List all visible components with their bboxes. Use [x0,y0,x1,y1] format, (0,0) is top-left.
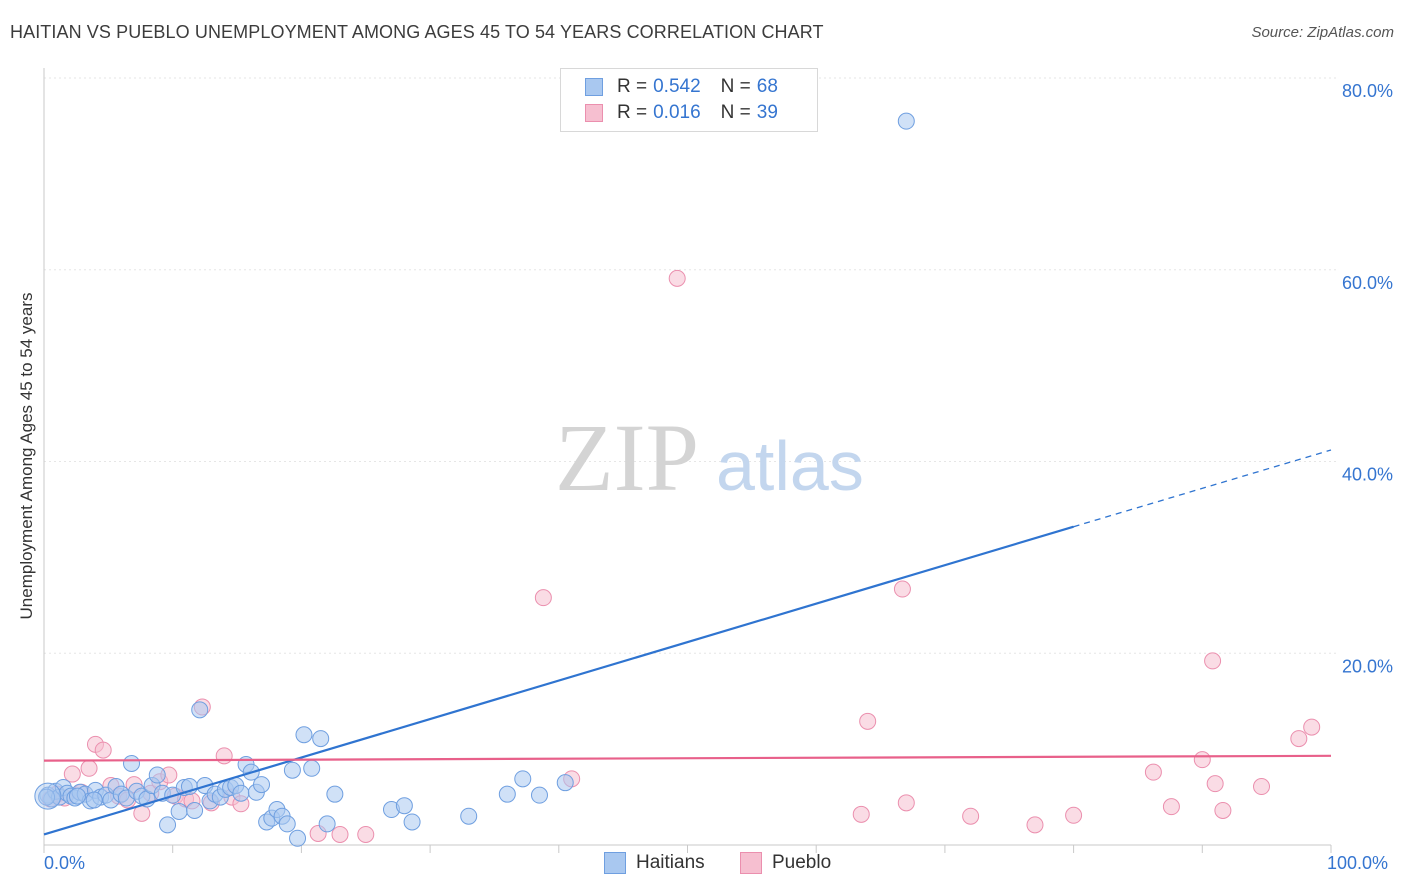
haitians-trend-line [43,525,1074,836]
haitian-point [191,701,209,719]
chart-title: HAITIAN VS PUEBLO UNEMPLOYMENT AMONG AGE… [10,22,824,42]
haitian-point [303,759,321,777]
grid-lines [44,77,1337,654]
pueblo-legend-swatch [740,852,762,874]
haitian-point [530,786,548,804]
pueblo-point [94,741,112,759]
legend-n-label: N = [720,76,751,97]
legend-row-pueblo: R = 0.016 N = 39 [585,100,778,126]
haitian-point [556,774,574,792]
haitian-point [253,776,271,794]
pueblo-point [80,759,98,777]
pueblo-point [1290,730,1308,748]
haitians-legend-swatch [604,852,626,874]
haitian-point [897,112,915,130]
y-tick-label: 80.0% [1342,81,1393,101]
y-tick-label: 60.0% [1342,273,1393,293]
haitian-point [68,787,86,805]
legend-n-value: 39 [756,102,778,123]
pueblo-point [1204,652,1222,670]
pueblo-point [215,747,233,765]
legend-r-label: R = [617,76,648,97]
haitian-point [170,802,188,820]
haitian-point [283,761,301,779]
watermark-atlas: atlas [716,427,864,505]
pueblo-point [1065,806,1083,824]
x-tick-label-max: 100.0% [1327,853,1389,873]
pueblo-point [1026,816,1044,834]
haitian-point [498,785,516,803]
pueblo-point [331,825,349,843]
legend-item-haitians[interactable]: Haitians [604,852,705,874]
pueblo-point [357,825,375,843]
haitian-point [460,807,478,825]
legend-r-value: 0.016 [653,102,701,123]
haitians-swatch [585,78,603,96]
pueblo-point [668,269,686,287]
haitian-point [232,784,250,802]
x-tick-label-min: 0.0% [44,853,86,873]
legend-n-value: 68 [756,76,778,97]
haitian-point [278,815,296,833]
pueblo-point [893,580,911,598]
pueblo-point [859,712,877,730]
legend-row-haitians: R = 0.542 N = 68 [585,74,778,100]
legend-r-label: R = [617,102,648,123]
pueblo-legend-label: Pueblo [772,852,832,873]
haitian-point [148,766,166,784]
haitian-point [38,788,56,806]
haitian-point [395,797,413,815]
pueblo-point [1214,801,1232,819]
haitian-point [295,726,313,744]
legend-item-pueblo[interactable]: Pueblo [740,852,831,874]
pueblo-point [63,765,81,783]
pueblo-point [1144,763,1162,781]
legend-n-label: N = [720,102,751,123]
y-tick-label: 20.0% [1342,656,1393,676]
legend-r-value: 0.542 [653,76,701,97]
y-tick-label: 40.0% [1342,465,1393,485]
pueblo-trend-line [43,754,1332,762]
haitian-point [514,770,532,788]
haitian-point [123,755,141,773]
y-tick-labels: 20.0% 40.0% 60.0% 80.0% [1342,81,1393,676]
haitians-trend-extension [1073,449,1332,528]
x-ticks [43,845,1332,853]
haitians-legend-label: Haitians [636,852,705,873]
pueblo-point [962,807,980,825]
haitian-cluster-point [34,782,62,810]
haitian-point [186,801,204,819]
haitian-point [403,813,421,831]
haitian-point [312,730,330,748]
haitian-point [159,816,177,834]
pueblo-point [1303,718,1321,736]
haitian-point [326,785,344,803]
pueblo-point [1253,778,1271,796]
pueblo-point [852,805,870,823]
watermark: ZIP atlas [555,404,864,511]
y-axis-label: Unemployment Among Ages 45 to 54 years [17,292,36,620]
trend-lines [43,449,1332,836]
haitian-point [318,815,336,833]
pueblo-point [534,589,552,607]
source-label: Source: ZipAtlas.com [1251,24,1394,41]
pueblo-point [897,794,915,812]
watermark-zip: ZIP [555,404,699,511]
series-legend: Haitians Pueblo [0,852,1406,878]
haitian-point [85,791,103,809]
haitian-point [289,829,307,847]
pueblo-point [1162,798,1180,816]
pueblo-swatch [585,104,603,122]
stats-legend: R = 0.542 N = 68 R = 0.016 N = 39 [560,68,818,132]
pueblo-point [1193,751,1211,769]
pueblo-point [1206,775,1224,793]
